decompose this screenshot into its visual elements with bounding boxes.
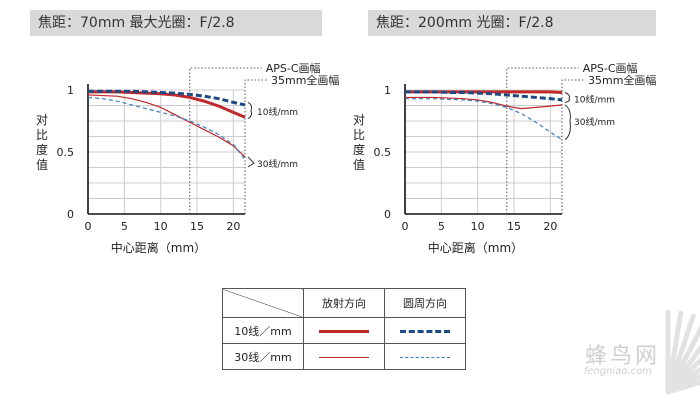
legend-corner [222, 288, 304, 318]
left-ff-line [244, 79, 267, 214]
right-x-tick-label: 0 [402, 220, 409, 233]
legend-30-radial-cell [303, 343, 385, 370]
right-y-axis-label-char: 度 [353, 142, 365, 157]
right-x-tick-label: 20 [543, 220, 557, 233]
left-y-axis-label-char: 比 [36, 128, 48, 142]
right-annot-30-brace [564, 104, 571, 141]
left-x-tick-label: 0 [85, 220, 92, 233]
legend-10-sagittal-line [400, 329, 450, 333]
right-ff-line [561, 79, 584, 214]
left-series-0 [88, 90, 246, 119]
left-annot-10: 10线/mm [257, 106, 298, 118]
left-y-axis-label-char: 值 [36, 157, 48, 172]
legend-col-sagittal: 圆周方向 [384, 288, 466, 318]
legend-col-radial: 放射方向 [303, 288, 385, 318]
left-apsc-line [189, 67, 262, 214]
right-x-tick-label: 5 [438, 220, 445, 233]
left-y-tick-label: 0.5 [57, 146, 75, 159]
left-x-tick-label: 5 [121, 220, 128, 233]
left-annot-30-brace [247, 156, 255, 168]
right-x-axis-label: 中心距离（mm） [428, 240, 523, 255]
legend-30-sagittal-cell [384, 343, 466, 370]
left-x-tick-label: 10 [154, 220, 168, 233]
left-y-axis-label-char: 度 [36, 142, 48, 157]
legend-10-radial-cell [303, 317, 385, 344]
left-y-tick-label: 1 [67, 84, 74, 97]
right-x-tick-label: 10 [471, 220, 485, 233]
right-y-axis-label-char: 对 [353, 113, 365, 127]
left-x-axis-label: 中心距离（mm） [111, 240, 206, 255]
right-x-tick-label: 15 [507, 220, 521, 233]
left-y-axis-label-char: 对 [36, 113, 48, 127]
chart-header-right: 焦距：200mm 光圈：F/2.8 [368, 10, 656, 36]
left-apsc-label: APS-C画幅 [266, 62, 321, 75]
right-y-tick-label: 0.5 [374, 146, 392, 159]
right-y-axis-label-char: 值 [353, 157, 365, 172]
legend-row-10: 10线／mm [222, 317, 304, 344]
right-annot-10-brace [564, 92, 570, 103]
legend-30-radial-line [319, 356, 369, 358]
legend-10-sagittal-cell [384, 317, 466, 344]
left-annot-10-brace [247, 101, 253, 119]
left-annot-30: 30线/mm [257, 158, 298, 170]
left-x-tick-label: 15 [190, 220, 204, 233]
right-y-tick-label: 0 [384, 208, 391, 221]
right-apsc-line [506, 67, 579, 214]
left-x-tick-label: 20 [226, 220, 240, 233]
chart-header-left: 焦距：70mm 最大光圈：F/2.8 [30, 10, 322, 36]
right-series-0 [405, 90, 563, 94]
legend-row-30: 30线／mm [222, 343, 304, 370]
right-annot-10: 10线/mm [574, 94, 615, 106]
right-y-tick-label: 1 [384, 84, 391, 97]
right-series-3 [405, 98, 563, 141]
legend-30-sagittal-line [400, 356, 450, 358]
right-series-2 [405, 96, 563, 110]
legend-table: 放射方向 圆周方向 10线／mm 30线／mm [222, 288, 466, 370]
right-apsc-label: APS-C画幅 [583, 62, 638, 75]
right-annot-30: 30线/mm [574, 116, 615, 128]
watermark-feather-stroke [665, 379, 700, 395]
right-y-axis-label-char: 比 [353, 128, 365, 142]
left-series-2 [87, 94, 246, 158]
left-ff-label: 35mm全画幅 [271, 73, 339, 87]
watermark-cn: 蜂鸟网 [584, 344, 660, 369]
legend-10-radial-line [319, 329, 369, 333]
right-ff-label: 35mm全画幅 [588, 73, 656, 87]
left-y-tick-label: 0 [67, 208, 74, 221]
watermark-en: fengniao.com [583, 366, 652, 377]
